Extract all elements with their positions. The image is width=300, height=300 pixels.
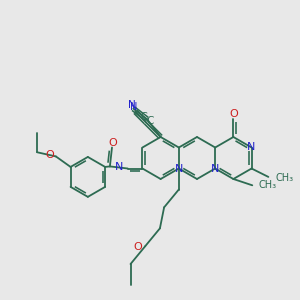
Text: N: N bbox=[130, 102, 137, 112]
Text: N: N bbox=[248, 142, 256, 152]
Text: CH₃: CH₃ bbox=[258, 180, 276, 190]
Text: O: O bbox=[134, 242, 142, 252]
Text: O: O bbox=[229, 109, 238, 119]
Text: N: N bbox=[128, 100, 136, 110]
Text: O: O bbox=[45, 150, 54, 161]
Text: N: N bbox=[175, 164, 183, 175]
Text: C: C bbox=[141, 112, 147, 122]
Text: C: C bbox=[146, 116, 154, 126]
Text: O: O bbox=[109, 137, 117, 148]
Text: N: N bbox=[116, 163, 124, 172]
Text: N: N bbox=[211, 164, 219, 175]
Text: CH₃: CH₃ bbox=[275, 173, 293, 183]
